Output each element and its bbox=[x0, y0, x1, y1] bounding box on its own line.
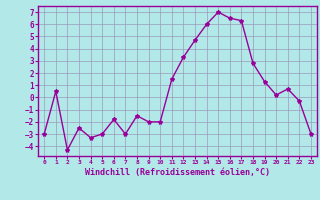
X-axis label: Windchill (Refroidissement éolien,°C): Windchill (Refroidissement éolien,°C) bbox=[85, 168, 270, 177]
